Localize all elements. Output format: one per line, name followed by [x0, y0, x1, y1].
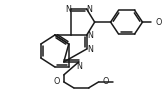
Text: N: N [88, 31, 94, 40]
Text: N: N [76, 62, 82, 71]
Text: O: O [53, 77, 60, 86]
Text: O: O [156, 18, 162, 27]
Text: N: N [88, 45, 94, 54]
Text: O: O [103, 77, 109, 86]
Text: N: N [65, 5, 71, 14]
Text: N: N [87, 5, 93, 14]
